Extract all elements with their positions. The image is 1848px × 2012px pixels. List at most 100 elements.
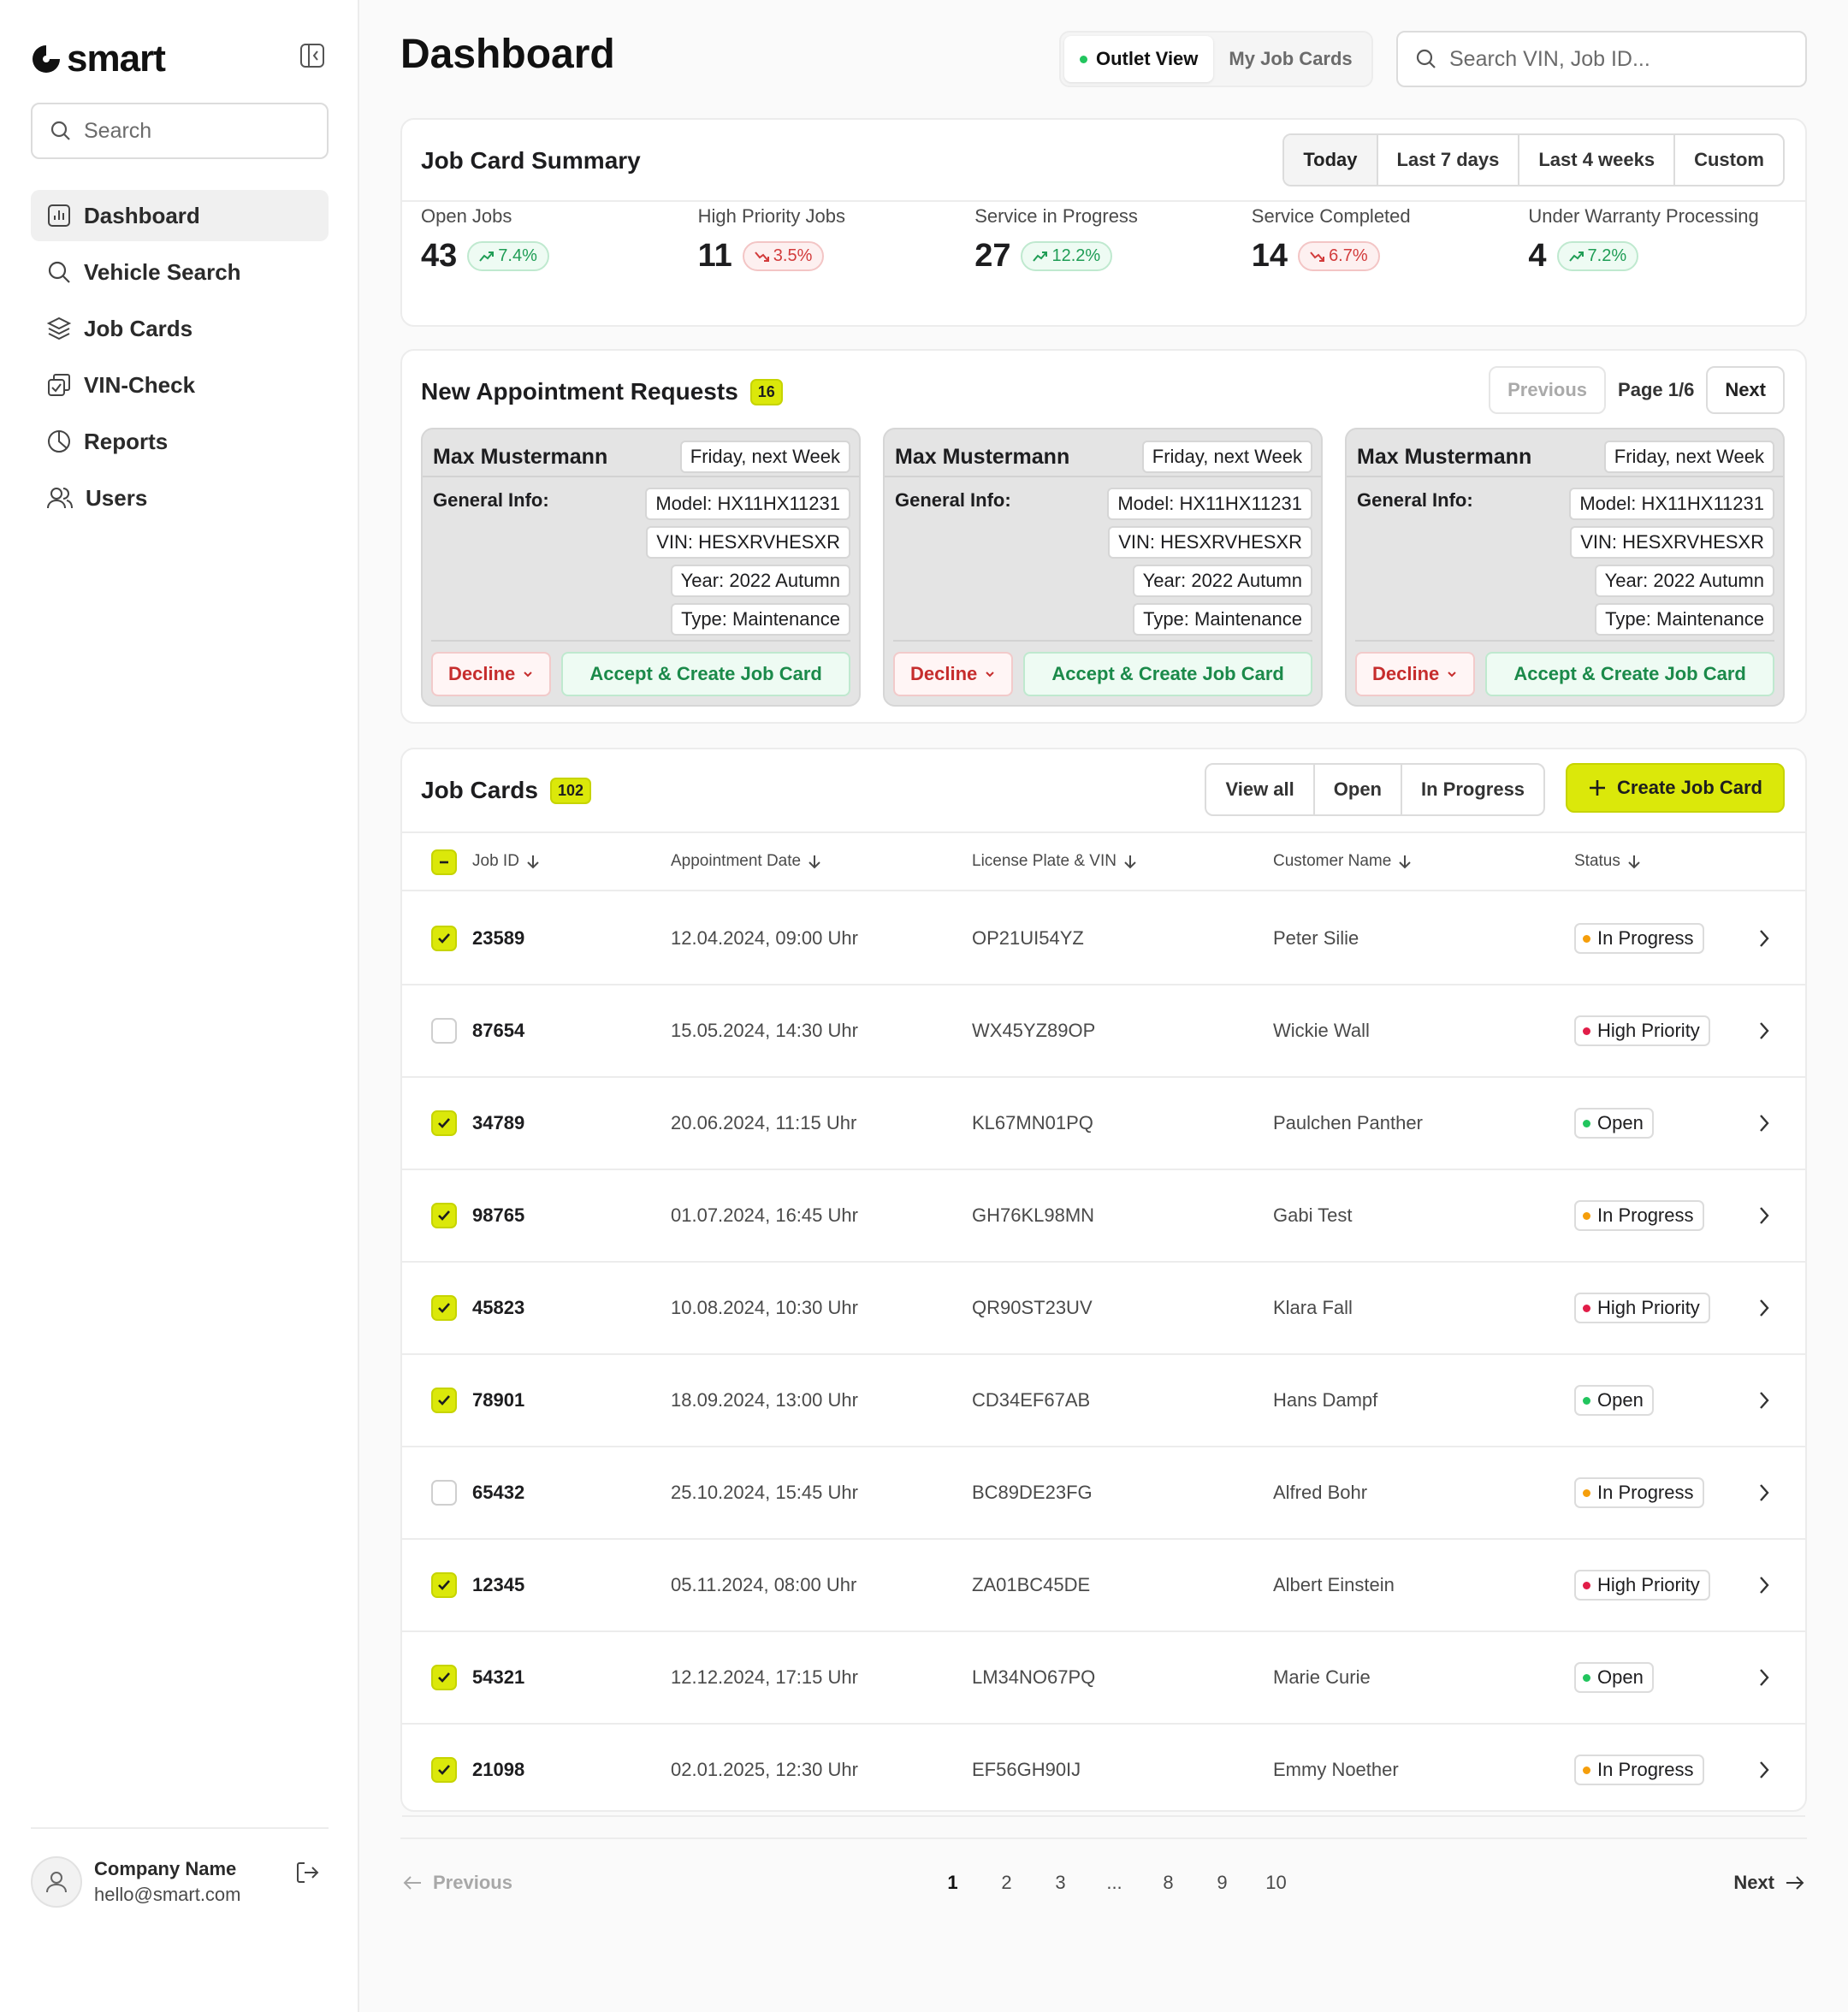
table-row[interactable]: 12345 05.11.2024, 08:00 Uhr ZA01BC45DE Albe…	[402, 1540, 1805, 1632]
outlet-view-button[interactable]: Outlet View	[1064, 36, 1214, 82]
page-numbers: 1 2 3 ... 8 9 10	[926, 1872, 1303, 1894]
filter-in-progress[interactable]: In Progress	[1421, 778, 1525, 800]
appointment-requests: New Appointment Requests 16 Previous Pag…	[400, 349, 1807, 724]
job-card-summary: Job Card Summary Today Last 7 days Last …	[400, 118, 1807, 327]
sort-down-icon	[1124, 855, 1136, 869]
row-checkbox[interactable]	[431, 1665, 457, 1690]
brand-logo[interactable]: smart	[31, 38, 166, 80]
chevron-right-icon[interactable]	[1757, 1112, 1771, 1134]
row-checkbox[interactable]	[431, 1572, 457, 1598]
year-chip: Year: 2022 Autumn	[670, 565, 850, 597]
create-job-card-button[interactable]: Create Job Card	[1566, 763, 1785, 813]
status-cell: Open	[1574, 1355, 1654, 1446]
chevron-right-icon[interactable]	[1757, 1574, 1771, 1596]
chevron-right-icon[interactable]	[1757, 1759, 1771, 1781]
filter-view-all[interactable]: View all	[1206, 765, 1315, 814]
nav-item-users[interactable]: Users	[31, 472, 329, 524]
appointments-count-badge: 16	[749, 378, 783, 405]
status-dot-icon	[1583, 1211, 1590, 1220]
chevron-right-icon[interactable]	[1757, 927, 1771, 950]
nav-item-dashboard[interactable]: Dashboard	[31, 190, 329, 241]
nav-item-reports[interactable]: Reports	[31, 416, 329, 467]
accept-create-button[interactable]: Accept & Create Job Card	[1023, 652, 1312, 696]
decline-button[interactable]: Decline	[431, 652, 552, 696]
table-row[interactable]: 54321 12.12.2024, 17:15 Uhr LM34NO67PQ Mari…	[402, 1632, 1805, 1725]
row-checkbox[interactable]	[431, 1757, 457, 1783]
column-header-customer-name[interactable]: Customer Name	[1273, 852, 1412, 871]
appointments-previous-button[interactable]: Previous	[1489, 366, 1607, 414]
range-today[interactable]: Today	[1284, 135, 1378, 185]
status-label: In Progress	[1597, 1482, 1694, 1503]
column-header-license-plate[interactable]: License Plate & VIN	[972, 852, 1137, 871]
page-number[interactable]: 1	[947, 1872, 958, 1893]
appointments-next-button[interactable]: Next	[1706, 366, 1785, 414]
column-header-job-id[interactable]: Job ID	[472, 852, 540, 871]
pagination-next-button[interactable]: Next	[1733, 1872, 1805, 1894]
table-row[interactable]: 87654 15.05.2024, 14:30 Uhr WX45YZ89OP Wick…	[402, 985, 1805, 1078]
table-row[interactable]: 34789 20.06.2024, 11:15 Uhr KL67MN01PQ Paul…	[402, 1078, 1805, 1170]
chevron-right-icon[interactable]	[1757, 1389, 1771, 1411]
table-row[interactable]: 45823 10.08.2024, 10:30 Uhr QR90ST23UV Klar…	[402, 1263, 1805, 1355]
page-number[interactable]: 9	[1217, 1872, 1228, 1893]
logout-button[interactable]	[294, 1860, 320, 1891]
page-number[interactable]: 10	[1265, 1872, 1287, 1893]
table-row[interactable]: 98765 01.07.2024, 16:45 Uhr GH76KL98MN Gabi…	[402, 1170, 1805, 1263]
chevron-right-icon[interactable]	[1757, 1666, 1771, 1689]
status-cell: In Progress	[1574, 1447, 1704, 1538]
table-row[interactable]: 23589 12.04.2024, 09:00 Uhr OP21UI54YZ Pete…	[402, 893, 1805, 985]
select-all-checkbox[interactable]	[431, 849, 457, 875]
accept-create-button[interactable]: Accept & Create Job Card	[1485, 652, 1774, 696]
decline-button[interactable]: Decline	[1355, 652, 1476, 696]
row-checkbox[interactable]	[431, 1203, 457, 1228]
page-number[interactable]: 2	[1001, 1872, 1012, 1893]
range-custom[interactable]: Custom	[1694, 149, 1764, 170]
pagination-previous-button[interactable]: Previous	[402, 1872, 512, 1894]
row-checkbox[interactable]	[431, 1480, 457, 1506]
status-badge: Open	[1574, 1385, 1654, 1416]
page-number[interactable]: 8	[1163, 1872, 1174, 1893]
row-checkbox[interactable]	[431, 1295, 457, 1321]
filter-open[interactable]: Open	[1315, 765, 1402, 814]
sidebar-search-input[interactable]: Search	[31, 103, 329, 159]
row-checkbox[interactable]	[431, 1110, 457, 1136]
users-icon	[47, 488, 73, 509]
trend-badge: 6.7%	[1298, 241, 1380, 271]
table-row[interactable]: 65432 25.10.2024, 15:45 Uhr BC89DE23FG Alfr…	[402, 1447, 1805, 1540]
range-last-7-days[interactable]: Last 7 days	[1378, 135, 1520, 185]
row-checkbox[interactable]	[431, 1018, 457, 1044]
license-plate: OP21UI54YZ	[972, 927, 1084, 949]
user-email: hello@smart.com	[94, 1884, 241, 1905]
chevron-right-icon[interactable]	[1757, 1204, 1771, 1227]
row-checkbox[interactable]	[431, 1388, 457, 1413]
chevron-right-icon[interactable]	[1757, 1482, 1771, 1504]
status-badge: High Priority	[1574, 1293, 1710, 1323]
status-cell: High Priority	[1574, 1540, 1710, 1630]
customer-name: Gabi Test	[1273, 1204, 1353, 1226]
chevron-down-icon	[1448, 672, 1456, 678]
range-last-4-weeks[interactable]: Last 4 weeks	[1519, 135, 1676, 185]
chevron-right-icon[interactable]	[1757, 1297, 1771, 1319]
global-search-input[interactable]: Search VIN, Job ID...	[1396, 31, 1807, 87]
nav-item-vin-check[interactable]: VIN-Check	[31, 359, 329, 411]
status-dot-icon	[1583, 1304, 1590, 1312]
user-profile[interactable]: Company Name hello@smart.com	[31, 1827, 329, 1908]
accept-create-button[interactable]: Accept & Create Job Card	[561, 652, 850, 696]
user-name: Company Name	[94, 1858, 237, 1879]
my-job-cards-button[interactable]: My Job Cards	[1213, 36, 1367, 82]
column-header-status[interactable]: Status	[1574, 852, 1641, 871]
table-row[interactable]: 21098 02.01.2025, 12:30 Uhr EF56GH90IJ Emmy…	[402, 1725, 1805, 1817]
job-id: 45823	[472, 1297, 525, 1318]
nav-item-job-cards[interactable]: Job Cards	[31, 303, 329, 354]
collapse-sidebar-button[interactable]	[299, 43, 325, 68]
chevron-right-icon[interactable]	[1757, 1020, 1771, 1042]
page-number[interactable]: 3	[1055, 1872, 1066, 1893]
row-checkbox[interactable]	[431, 926, 457, 951]
column-header-appointment-date[interactable]: Appointment Date	[671, 852, 821, 871]
nav-item-vehicle-search[interactable]: Vehicle Search	[31, 246, 329, 298]
decline-button[interactable]: Decline	[893, 652, 1014, 696]
appointment-date: 05.11.2024, 08:00 Uhr	[671, 1574, 857, 1595]
decline-label: Decline	[910, 663, 978, 684]
customer-name: Hans Dampf	[1273, 1389, 1378, 1411]
table-row[interactable]: 78901 18.09.2024, 13:00 Uhr CD34EF67AB Hans…	[402, 1355, 1805, 1447]
job-cards-filter: View all Open In Progress	[1205, 763, 1546, 816]
